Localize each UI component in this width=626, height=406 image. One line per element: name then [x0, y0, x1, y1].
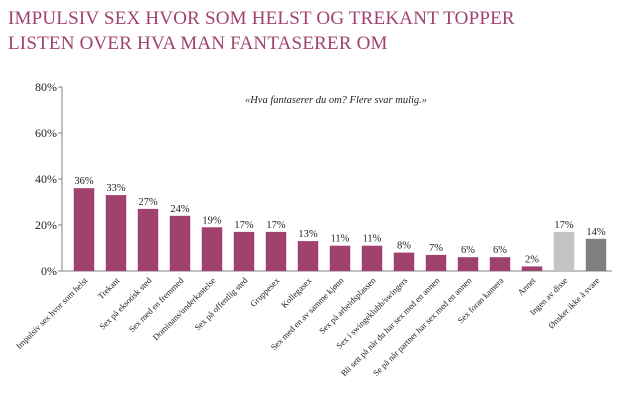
data-label: 36%	[74, 176, 94, 187]
data-label: 7%	[429, 243, 443, 254]
data-label: 27%	[138, 197, 158, 208]
bar	[137, 208, 159, 271]
x-tick-label: Sex med en fremmed	[127, 275, 186, 334]
y-tick-label: 0%	[41, 264, 57, 278]
x-tick-label: Dominans/underkastelse	[151, 275, 218, 342]
y-tick-label: 80%	[35, 80, 57, 94]
x-tick-label: Annet	[515, 275, 537, 297]
bar	[553, 231, 575, 271]
data-label: 19%	[202, 215, 222, 226]
bar	[201, 227, 223, 271]
y-tick-label: 20%	[35, 218, 57, 232]
bar	[361, 245, 383, 271]
bar	[425, 254, 447, 271]
data-label: 14%	[586, 227, 606, 238]
y-tick-label: 60%	[35, 126, 57, 140]
data-label: 24%	[170, 204, 190, 215]
bar	[105, 195, 127, 271]
bar	[297, 241, 319, 271]
bar	[393, 252, 415, 271]
bar	[169, 215, 191, 271]
bar	[521, 266, 543, 271]
data-label: 33%	[106, 183, 126, 194]
data-label: 6%	[461, 245, 475, 256]
bar	[233, 231, 255, 271]
data-label: 13%	[298, 229, 318, 240]
x-tick-label: Gruppesex	[248, 275, 282, 309]
data-label: 6%	[493, 245, 507, 256]
bar	[73, 188, 95, 271]
chart-annotation: «Hva fantaserer du om? Flere svar mulig.…	[245, 95, 427, 106]
data-label: 17%	[554, 220, 574, 231]
data-label: 17%	[234, 220, 254, 231]
bar	[585, 238, 607, 271]
data-label: 17%	[266, 220, 286, 231]
bar	[489, 257, 511, 271]
chart-title-line-1: IMPULSIV SEX HVOR SOM HELST OG TREKANT T…	[8, 8, 515, 29]
x-tick-label: Trekant	[96, 275, 122, 301]
data-label: 8%	[397, 241, 411, 252]
data-label: 11%	[363, 234, 382, 245]
x-tick-label: Impulsiv sex hvor som helst	[14, 275, 90, 351]
data-label: 2%	[525, 254, 539, 265]
bar	[329, 245, 351, 271]
y-tick-label: 40%	[35, 172, 57, 186]
bar	[265, 231, 287, 271]
bar	[457, 257, 479, 271]
data-label: 11%	[331, 234, 350, 245]
x-tick-label: Sex på arbeidsplassen	[317, 275, 378, 336]
chart-title: IMPULSIV SEX HVOR SOM HELST OG TREKANT T…	[8, 6, 618, 56]
chart-title-line-2: LISTEN OVER HVA MAN FANTASERER OM	[8, 33, 388, 54]
